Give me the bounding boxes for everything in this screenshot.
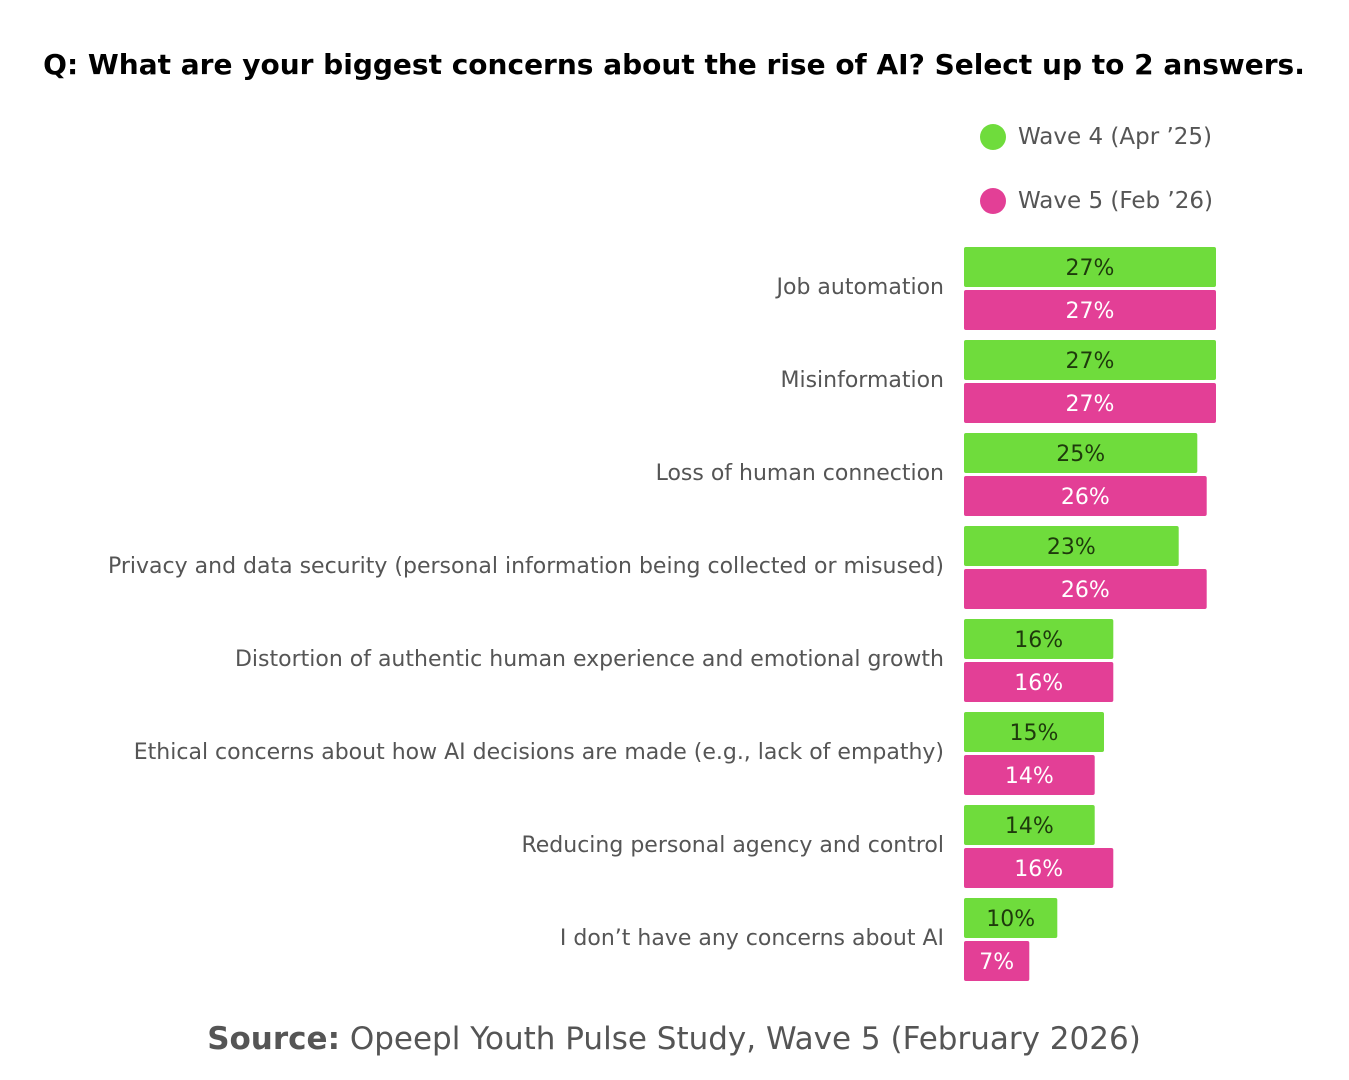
category-group: Loss of human connection 25% 26%: [656, 433, 1207, 516]
source-label: Source:: [207, 1021, 340, 1057]
bar-wave-4: [964, 526, 1179, 566]
bar-wave-5: [964, 383, 1216, 423]
plot-area: Job automation 27% 27% Misinformation 27% 27%…: [108, 247, 1216, 981]
bar-wave-5: [964, 476, 1207, 516]
category-label: Distortion of authentic human experience…: [235, 647, 944, 672]
bar-wave-4: [964, 340, 1216, 380]
legend-label-wave-4: Wave 4 (Apr ’25): [1018, 124, 1212, 150]
category-label: Privacy and data security (personal info…: [108, 554, 944, 579]
value-label-wave-4: 14%: [1005, 814, 1054, 839]
value-label-wave-5: 7%: [979, 950, 1014, 975]
category-label: Ethical concerns about how AI decisions …: [134, 740, 944, 765]
value-label-wave-4: 27%: [1066, 256, 1115, 281]
source-text: Opeepl Youth Pulse Study, Wave 5 (Februa…: [340, 1021, 1141, 1057]
bar-wave-5: [964, 755, 1095, 795]
category-group: Reducing personal agency and control 14% 1…: [521, 805, 1114, 888]
category-label: Job automation: [775, 275, 944, 300]
bar-wave-5: [964, 290, 1216, 330]
bar-wave-4: [964, 619, 1114, 659]
bar-wave-5: [964, 569, 1207, 609]
value-label-wave-4: 10%: [986, 907, 1035, 932]
bar-wave-4: [964, 898, 1058, 938]
value-label-wave-5: 16%: [1014, 671, 1063, 696]
value-label-wave-4: 16%: [1014, 628, 1063, 653]
bar-wave-5: [964, 662, 1114, 702]
category-group: Distortion of authentic human experience…: [235, 619, 1114, 702]
source-note: Source: Opeepl Youth Pulse Study, Wave 5…: [207, 1021, 1141, 1057]
bar-wave-4: [964, 247, 1216, 287]
category-group: Privacy and data security (personal info…: [108, 526, 1207, 609]
value-label-wave-5: 27%: [1066, 392, 1115, 417]
category-label: Misinformation: [780, 368, 944, 393]
value-label-wave-4: 23%: [1047, 535, 1096, 560]
bar-wave-4: [964, 712, 1104, 752]
bar-wave-4: [964, 433, 1198, 473]
legend-label-wave-5: Wave 5 (Feb ’26): [1018, 188, 1213, 214]
value-label-wave-4: 15%: [1010, 721, 1059, 746]
category-group: Ethical concerns about how AI decisions …: [134, 712, 1104, 795]
category-label: Reducing personal agency and control: [521, 833, 944, 858]
category-group: I don’t have any concerns about AI 10% 7%: [560, 898, 1058, 981]
value-label-wave-4: 27%: [1066, 349, 1115, 374]
value-label-wave-5: 26%: [1061, 485, 1110, 510]
legend-marker-wave-5: [980, 188, 1006, 214]
bar-wave-5: [964, 941, 1030, 981]
category-label: Loss of human connection: [656, 461, 944, 486]
bar-wave-4: [964, 805, 1095, 845]
value-label-wave-5: 14%: [1005, 764, 1054, 789]
category-group: Job automation 27% 27%: [775, 247, 1216, 330]
chart-title: Q: What are your biggest concerns about …: [43, 48, 1305, 81]
value-label-wave-5: 16%: [1014, 857, 1063, 882]
legend-marker-wave-4: [980, 124, 1006, 150]
bar-wave-5: [964, 848, 1114, 888]
value-label-wave-5: 27%: [1066, 299, 1115, 324]
value-label-wave-5: 26%: [1061, 578, 1110, 603]
category-group: Misinformation 27% 27%: [780, 340, 1216, 423]
category-label: I don’t have any concerns about AI: [560, 926, 944, 951]
value-label-wave-4: 25%: [1056, 442, 1105, 467]
legend: Wave 4 (Apr ’25) Wave 5 (Feb ’26): [980, 124, 1213, 214]
